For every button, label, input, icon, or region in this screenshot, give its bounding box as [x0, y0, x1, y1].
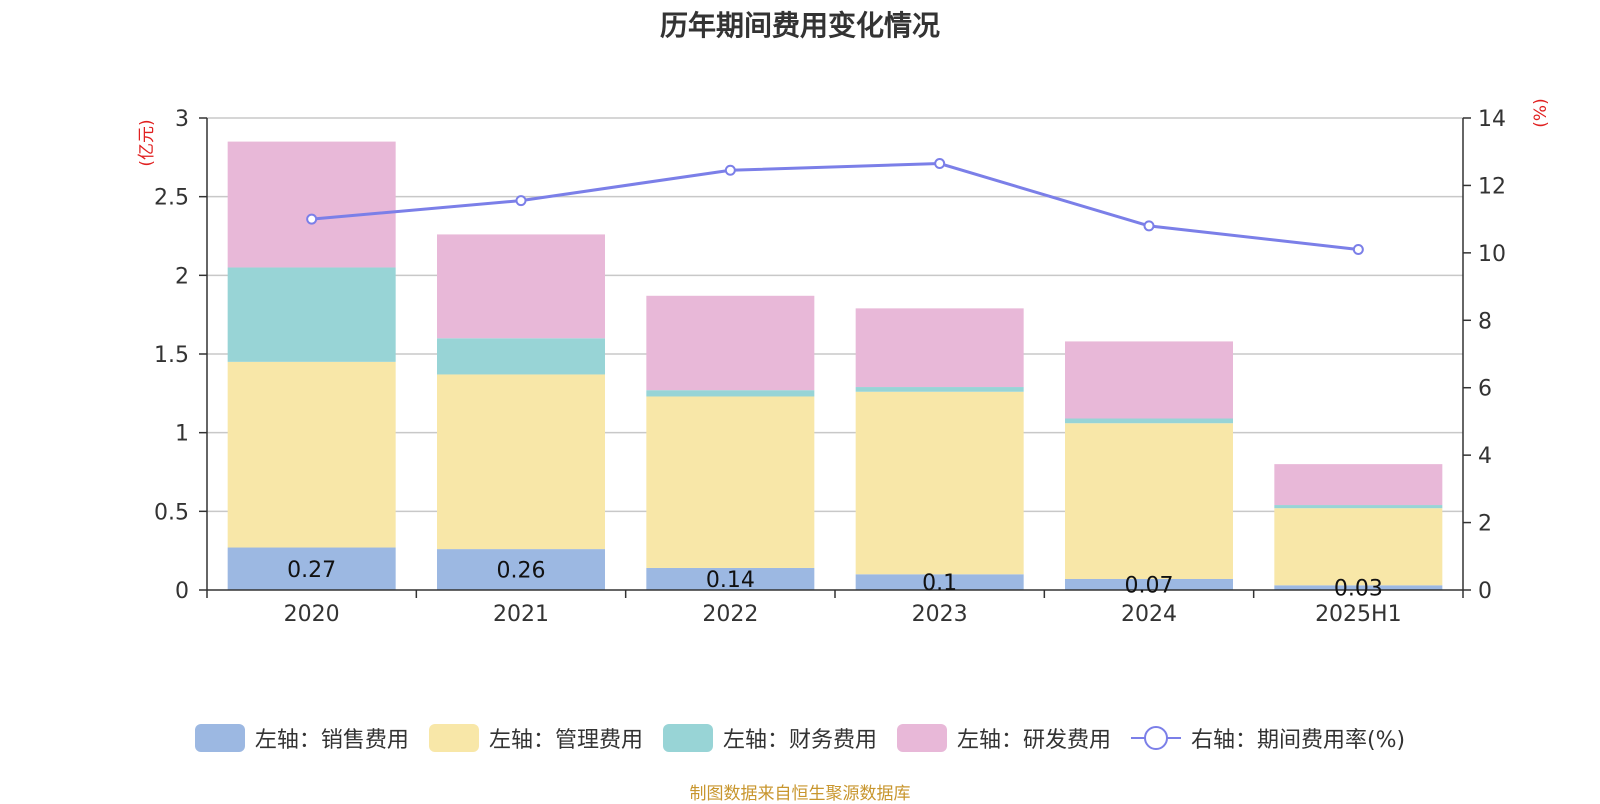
x-tick-label: 2023 [912, 602, 968, 627]
source-note: 制图数据来自恒生聚源数据库 [689, 784, 911, 804]
left-tick-label: 2 [175, 264, 189, 289]
legend-item[interactable]: 左轴：研发费用 [896, 722, 1111, 754]
right-tick-label: 12 [1478, 174, 1506, 199]
gridlines [207, 117, 1463, 513]
right-axis-unit: (%) [1531, 98, 1551, 127]
bar-segment [855, 391, 1024, 575]
bar-segment [1065, 418, 1233, 424]
bar-segment [646, 396, 815, 568]
x-tick-label: 2022 [702, 602, 758, 627]
chart-title: 历年期间费用变化情况 [659, 9, 940, 42]
legend-swatch [194, 724, 245, 752]
line-series [306, 158, 1364, 255]
bar-segment [855, 387, 1024, 392]
data-label: 0.27 [287, 558, 336, 583]
bar-segment [1274, 585, 1443, 590]
rate-point [1143, 220, 1155, 232]
legend-swatch [662, 724, 713, 752]
bar-segment [437, 338, 605, 375]
right-tick-label: 14 [1478, 107, 1506, 132]
left-tick-label: 2.5 [154, 186, 189, 211]
right-tick-label: 10 [1478, 242, 1506, 267]
bar-segment [437, 234, 605, 339]
x-tick-label: 2025H1 [1315, 602, 1402, 627]
bar-segment [227, 141, 396, 268]
bar-segment [1274, 508, 1443, 586]
legend: 左轴：销售费用 左轴：管理费用 左轴：财务费用 左轴：研发费用 右轴：期间费用率(%) [0, 722, 1600, 754]
bar-segment [1065, 341, 1233, 419]
legend-label: 左轴：财务费用 [722, 728, 877, 753]
right-tick-label: 4 [1478, 444, 1492, 469]
data-labels: 0.27 0.26 0.14 0.1 0.07 0.03 [287, 558, 1383, 602]
right-tick-label: 6 [1478, 377, 1492, 402]
legend-swatch [896, 724, 947, 752]
data-label: 0.14 [706, 568, 755, 593]
rate-point [724, 164, 736, 176]
left-tick-label: 1 [175, 422, 189, 447]
bar-segment [646, 567, 815, 590]
axes: 0 0.5 1 1.5 2 2.5 3 0 2 4 6 8 10 12 14 (亿元) (%) 2020 2021 2… [137, 98, 1551, 627]
legend-item[interactable]: 右轴：期间费用率(%) [1130, 722, 1406, 754]
rate-point [306, 213, 318, 225]
bar-segment [437, 549, 605, 590]
legend-label: 左轴：管理费用 [488, 728, 643, 753]
bar-segment [1065, 423, 1233, 579]
rate-point [1352, 243, 1364, 255]
data-label: 0.26 [497, 559, 546, 584]
right-tick-label: 2 [1478, 512, 1492, 537]
legend-label: 左轴：销售费用 [254, 728, 409, 753]
legend-label: 左轴：研发费用 [956, 728, 1111, 753]
bar-segment [855, 308, 1024, 388]
data-label: 0.03 [1334, 577, 1383, 602]
x-tick-label: 2021 [493, 602, 549, 627]
bar-segment [855, 574, 1024, 590]
right-tick-label: 0 [1478, 579, 1492, 604]
legend-line-marker [1130, 724, 1181, 752]
rate-point [934, 158, 946, 170]
legend-swatch [428, 724, 479, 752]
bar-segment [227, 361, 396, 548]
bar-segment [437, 374, 605, 550]
bar-segment [227, 267, 396, 362]
bar-segment [227, 547, 396, 590]
legend-label: 右轴：期间费用率(%) [1190, 728, 1406, 753]
legend-item[interactable]: 左轴：管理费用 [428, 722, 643, 754]
data-label: 0.07 [1125, 573, 1174, 598]
right-tick-label: 8 [1478, 309, 1492, 334]
bar-segment [646, 295, 815, 391]
bar-segment [646, 390, 815, 397]
legend-item[interactable]: 左轴：财务费用 [662, 722, 877, 754]
left-tick-label: 0 [175, 579, 189, 604]
bar-segment [1274, 505, 1443, 509]
bar-segment [1274, 464, 1443, 506]
x-tick-label: 2024 [1121, 602, 1177, 627]
rate-line [311, 162, 1359, 251]
left-tick-label: 0.5 [154, 500, 189, 525]
left-tick-label: 3 [175, 107, 189, 132]
legend-item[interactable]: 左轴：销售费用 [194, 722, 409, 754]
data-label: 0.1 [922, 571, 957, 596]
bar-series [227, 141, 1443, 590]
left-axis-unit: (亿元) [137, 119, 157, 166]
bar-segment [1065, 578, 1233, 590]
rate-point [515, 195, 527, 207]
left-tick-label: 1.5 [154, 343, 189, 368]
x-tick-label: 2020 [284, 602, 340, 627]
